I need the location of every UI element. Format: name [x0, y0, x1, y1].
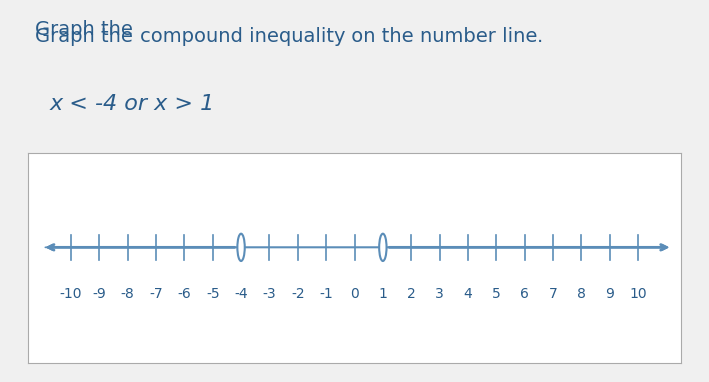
Text: -9: -9: [92, 287, 106, 301]
Text: -10: -10: [60, 287, 82, 301]
Text: x < -4 or x > 1: x < -4 or x > 1: [50, 94, 215, 113]
Text: -8: -8: [121, 287, 135, 301]
Text: -6: -6: [177, 287, 191, 301]
Text: Graph the: Graph the: [35, 20, 140, 39]
Circle shape: [238, 234, 245, 261]
Text: .: .: [537, 27, 544, 46]
Text: -5: -5: [206, 287, 220, 301]
Text: 7: 7: [549, 287, 557, 301]
Text: -7: -7: [149, 287, 163, 301]
Text: Graph the: Graph the: [35, 27, 140, 46]
Text: 9: 9: [605, 287, 614, 301]
Text: 1: 1: [379, 287, 387, 301]
Text: compound inequality: compound inequality: [140, 27, 345, 46]
Text: 4: 4: [464, 287, 472, 301]
Text: 0: 0: [350, 287, 359, 301]
Text: 3: 3: [435, 287, 444, 301]
Text: 5: 5: [492, 287, 501, 301]
Circle shape: [379, 234, 386, 261]
Text: 6: 6: [520, 287, 529, 301]
Text: 2: 2: [407, 287, 415, 301]
Text: 8: 8: [577, 287, 586, 301]
Text: on the: on the: [345, 27, 420, 46]
Text: -4: -4: [234, 287, 248, 301]
Text: -2: -2: [291, 287, 305, 301]
Text: -1: -1: [319, 287, 333, 301]
Text: -3: -3: [262, 287, 277, 301]
Text: 10: 10: [630, 287, 647, 301]
Text: number line: number line: [420, 27, 537, 46]
